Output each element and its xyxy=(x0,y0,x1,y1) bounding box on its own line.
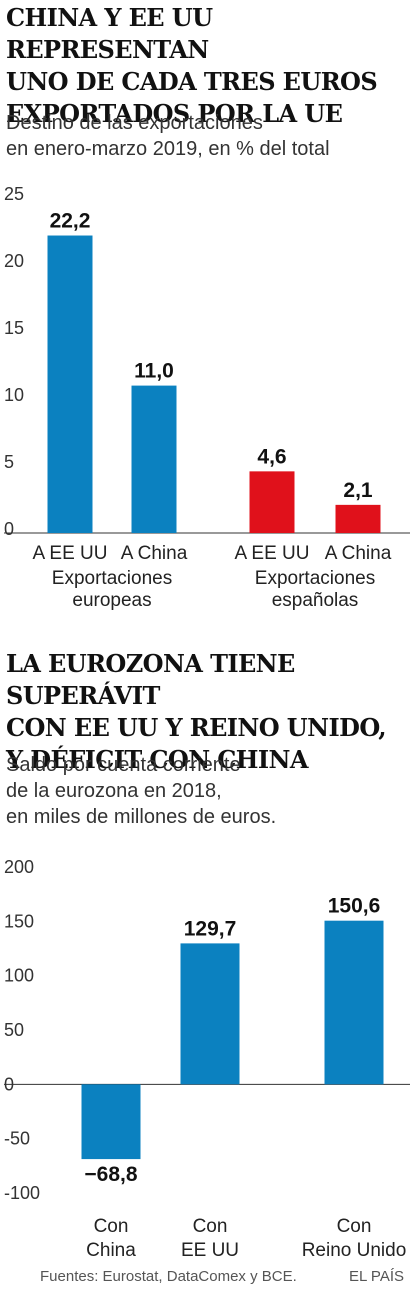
category-label: A China xyxy=(121,543,188,564)
group-label: Exportaciones europeas xyxy=(52,568,172,611)
data-label: 129,7 xyxy=(184,917,237,940)
y-tick-label: 0 xyxy=(4,519,14,539)
y-tick-label: 5 xyxy=(4,452,14,472)
source-note: Fuentes: Eurostat, DataComex y BCE. xyxy=(40,1268,297,1285)
chart1-subtitle: Destino de las exportaciones en enero-ma… xyxy=(6,112,330,160)
category-label: Con China xyxy=(86,1216,136,1261)
bar xyxy=(249,471,295,533)
category-label: Con EE UU xyxy=(181,1216,239,1261)
chart2-title: LA EUROZONA TIENE SUPERÁVIT CON EE UU Y … xyxy=(6,649,387,774)
data-label: 150,6 xyxy=(328,895,381,918)
bar xyxy=(335,504,381,533)
group-label: Exportaciones españolas xyxy=(255,568,375,611)
data-label: 11,0 xyxy=(134,360,174,383)
data-label: −68,8 xyxy=(84,1163,137,1186)
data-label: 22,2 xyxy=(50,210,91,233)
y-tick-label: 10 xyxy=(4,385,24,405)
y-tick-label: 25 xyxy=(4,184,24,204)
bar xyxy=(324,920,384,1085)
y-tick-label: 50 xyxy=(4,1020,24,1040)
category-label: Con Reino Unido xyxy=(302,1216,407,1261)
y-tick-label: -100 xyxy=(4,1183,40,1203)
chart2-subtitle: Saldo por cuenta corriente de la eurozon… xyxy=(6,754,277,828)
data-label: 4,6 xyxy=(257,445,286,468)
bar xyxy=(131,385,177,533)
data-label: 2,1 xyxy=(343,479,373,502)
bar xyxy=(47,235,93,533)
y-tick-label: 15 xyxy=(4,318,24,338)
y-tick-label: 20 xyxy=(4,251,24,271)
category-label: A EE UU xyxy=(33,543,108,564)
chart1-plot: 0 5 10 15 20 25 22,2 A EE UU 11,0 A China 4,6 A EE … xyxy=(4,184,410,611)
bar xyxy=(180,943,240,1085)
chart1-title: CHINA Y EE UU REPRESENTAN UNO DE CADA TR… xyxy=(6,3,378,128)
y-tick-label: 100 xyxy=(4,966,34,986)
bar xyxy=(81,1084,141,1160)
category-label: A China xyxy=(325,543,392,564)
category-label: A EE UU xyxy=(235,543,310,564)
y-tick-label: -50 xyxy=(4,1129,30,1149)
y-tick-label: 200 xyxy=(4,857,34,877)
brand-credit: EL PAÍS xyxy=(348,1268,404,1285)
y-tick-label: 150 xyxy=(4,911,34,931)
